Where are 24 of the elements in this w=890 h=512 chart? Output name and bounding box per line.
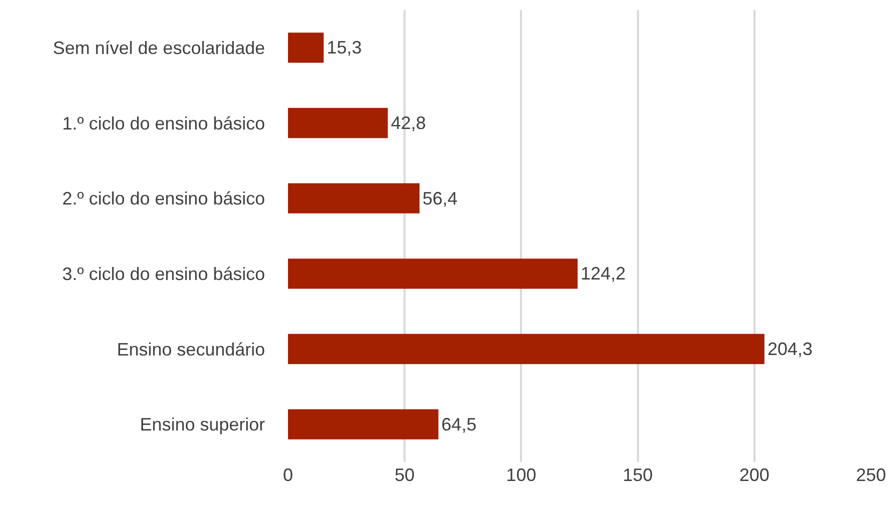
bar — [288, 32, 324, 63]
x-tick-label: 0 — [282, 465, 294, 485]
data-label: 15,3 — [326, 38, 362, 58]
bar — [288, 108, 388, 138]
bar — [288, 409, 438, 440]
y-tick-label: 1.º ciclo do ensino básico — [62, 113, 265, 134]
data-label: 56,4 — [422, 188, 458, 208]
x-tick-label: 100 — [506, 465, 536, 485]
data-label: 124,2 — [580, 264, 626, 284]
y-tick-label: Sem nível de escolaridade — [52, 38, 265, 58]
x-tick-label: 200 — [739, 465, 770, 485]
x-tick-label: 150 — [622, 465, 653, 485]
x-tick-label: 250 — [856, 465, 886, 485]
y-tick-label: Ensino secundário — [116, 339, 265, 360]
data-label: 42,8 — [390, 113, 426, 133]
bar — [288, 258, 578, 289]
x-tick-label: 50 — [394, 465, 415, 485]
y-tick-label: 2.º ciclo do ensino básico — [62, 188, 265, 209]
y-tick-label: 3.º ciclo do ensino básico — [62, 264, 265, 284]
data-label: 64,5 — [441, 414, 476, 434]
bar — [288, 334, 764, 364]
data-label: 204,3 — [767, 339, 812, 359]
y-tick-label: Ensino superior — [140, 414, 265, 435]
bar — [288, 183, 420, 214]
